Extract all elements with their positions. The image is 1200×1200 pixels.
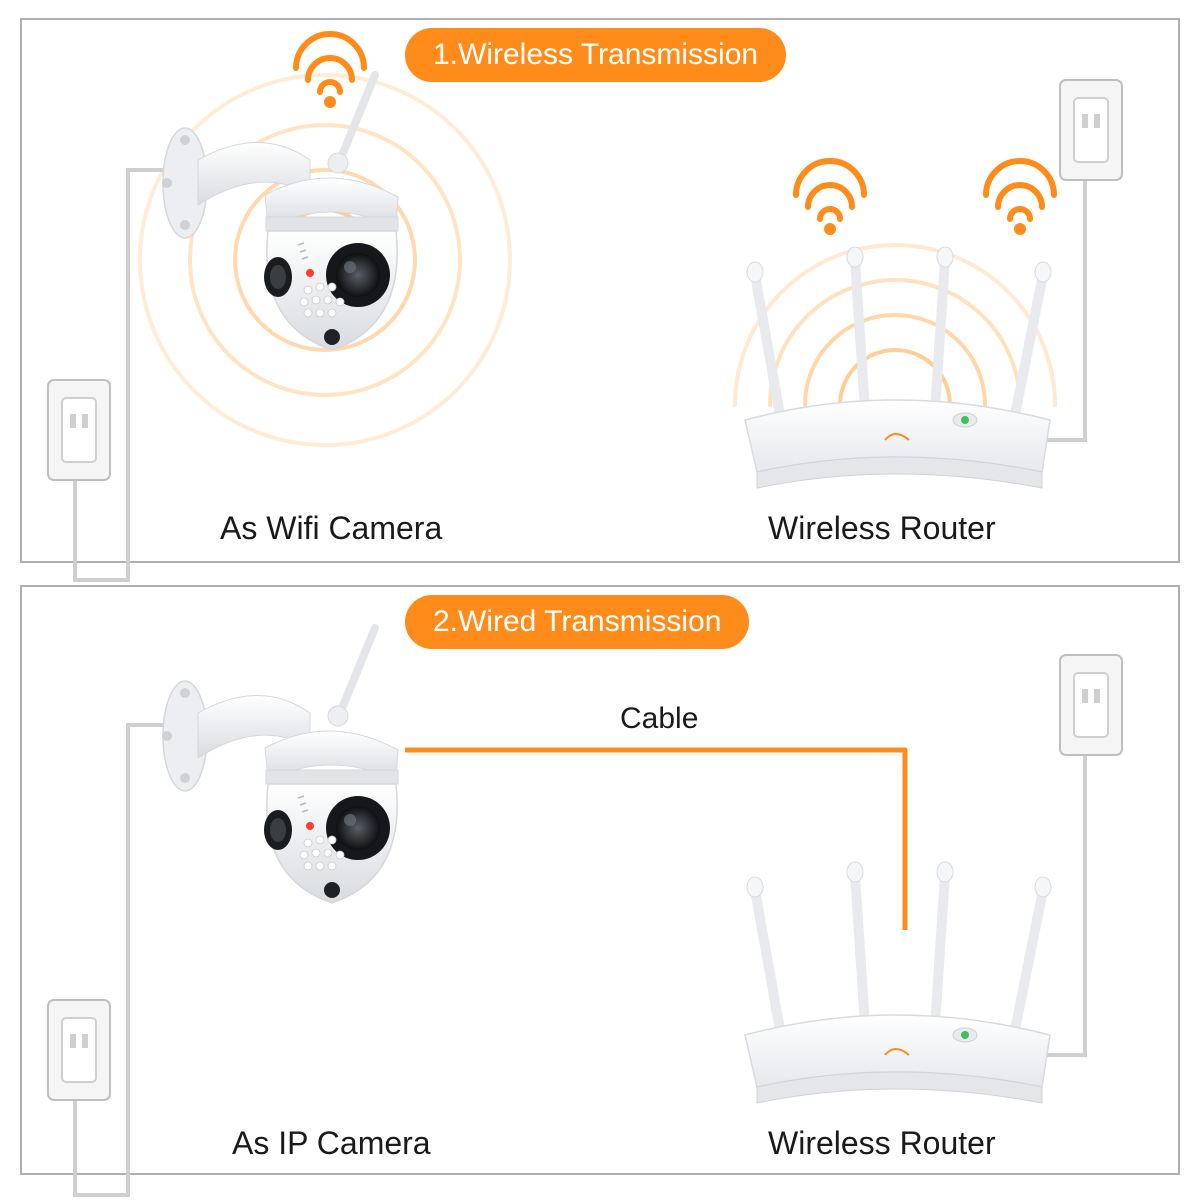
caption-ip-camera: As IP Camera [232, 1125, 431, 1162]
caption-wireless-router-top: Wireless Router [768, 510, 996, 547]
title-wired: 2.Wired Transmission [405, 595, 749, 649]
top-panel [20, 18, 1180, 563]
title-wireless: 1.Wireless Transmission [405, 28, 786, 82]
bottom-panel [20, 585, 1180, 1175]
caption-wifi-camera: As Wifi Camera [220, 510, 442, 547]
caption-wireless-router-bottom: Wireless Router [768, 1125, 996, 1162]
label-cable: Cable [620, 702, 698, 736]
